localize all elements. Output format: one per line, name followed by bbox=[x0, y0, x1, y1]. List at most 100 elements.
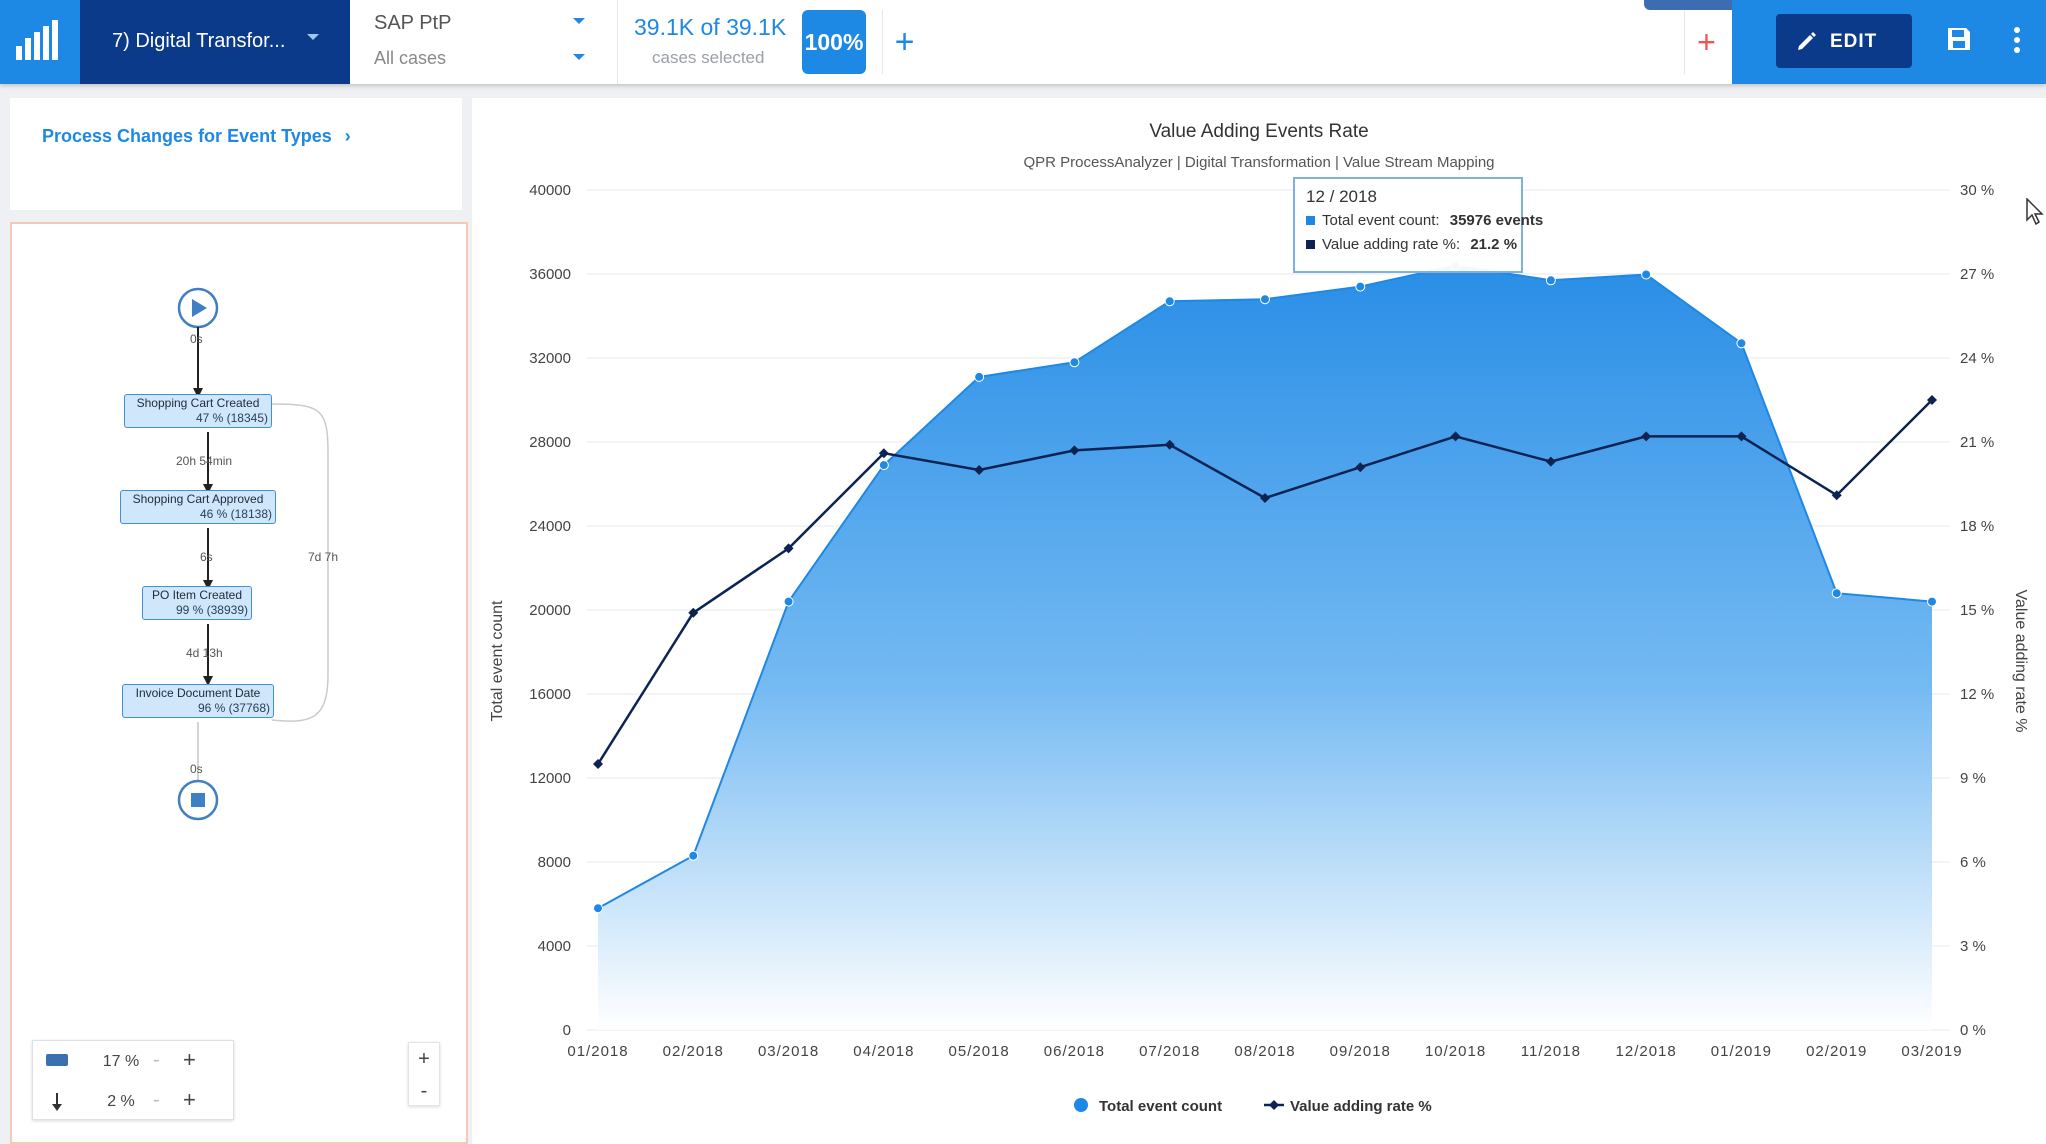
x-tick-label: 03/2018 bbox=[758, 1043, 819, 1060]
process-node[interactable]: Invoice Document Date 96 % (37768) bbox=[122, 684, 274, 718]
tooltip-value-1: 35976 events bbox=[1450, 212, 1543, 229]
y-tick-label: 12000 bbox=[529, 770, 571, 787]
filter-title: SAP PtP bbox=[374, 12, 452, 34]
edge-duration-label: 0s bbox=[190, 762, 203, 776]
y-tick-label: 28000 bbox=[529, 434, 571, 451]
paths-increase-button[interactable]: + bbox=[183, 1087, 196, 1112]
line-point[interactable] bbox=[1545, 456, 1556, 467]
line-point[interactable] bbox=[1164, 439, 1175, 450]
app-logo[interactable] bbox=[0, 0, 80, 84]
legend-item-value-adding-rate[interactable]: Value adding rate % bbox=[1264, 1098, 1432, 1115]
edge-duration-label: 4d 13h bbox=[186, 646, 223, 660]
legend-label: Total event count bbox=[1099, 1098, 1222, 1115]
area-point[interactable] bbox=[1069, 357, 1080, 368]
paths-slider[interactable]: 2 % - + bbox=[33, 1081, 233, 1121]
y-tick-label: 40000 bbox=[529, 182, 571, 199]
cases-percent-badge[interactable]: 100% bbox=[802, 10, 866, 74]
x-tick-label: 05/2018 bbox=[949, 1043, 1010, 1060]
line-point[interactable] bbox=[1831, 490, 1842, 501]
area-point[interactable] bbox=[1736, 338, 1747, 349]
paths-value: 2 % bbox=[107, 1093, 135, 1110]
area-point[interactable] bbox=[1927, 596, 1937, 607]
add-view-button[interactable]: + bbox=[1684, 10, 1728, 74]
process-map-canvas[interactable] bbox=[12, 224, 466, 1142]
area-point[interactable] bbox=[974, 371, 985, 382]
y-tick-label: 36000 bbox=[529, 266, 571, 283]
play-icon bbox=[192, 299, 207, 317]
edge-duration-label: 0s bbox=[190, 332, 203, 346]
line-point[interactable] bbox=[688, 607, 699, 618]
add-filter-button[interactable]: + bbox=[882, 10, 926, 74]
process-node[interactable]: Shopping Cart Approved 46 % (18138) bbox=[120, 490, 276, 524]
activities-decrease-button[interactable]: - bbox=[153, 1049, 160, 1071]
zoom-in-button[interactable]: + bbox=[418, 1048, 430, 1070]
filter-subtitle: All cases bbox=[374, 48, 447, 68]
paths-decrease-button[interactable]: - bbox=[153, 1089, 160, 1111]
edit-label: EDIT bbox=[1830, 31, 1878, 52]
stop-icon bbox=[191, 793, 205, 807]
process-node[interactable]: PO Item Created 99 % (38939) bbox=[142, 586, 252, 620]
activities-increase-button[interactable]: + bbox=[183, 1047, 196, 1072]
area-point[interactable] bbox=[593, 903, 603, 914]
area-point[interactable] bbox=[688, 850, 699, 861]
activities-slider[interactable]: 17 % - + bbox=[33, 1041, 233, 1081]
edit-button[interactable]: EDIT bbox=[1776, 14, 1912, 68]
line-point[interactable] bbox=[593, 759, 603, 769]
area-point[interactable] bbox=[783, 596, 794, 607]
chart-title: Value Adding Events Rate bbox=[1149, 121, 1368, 142]
pencil-icon bbox=[1798, 32, 1816, 50]
chart-tooltip: 12 / 2018 Total event count: 35976 event… bbox=[1293, 177, 1543, 273]
y2-tick-label: 6 % bbox=[1960, 854, 1986, 871]
area-point[interactable] bbox=[1641, 269, 1652, 280]
x-tick-label: 12/2018 bbox=[1616, 1043, 1677, 1060]
line-point[interactable] bbox=[1736, 431, 1747, 442]
line-point[interactable] bbox=[1355, 462, 1366, 473]
area-point[interactable] bbox=[1164, 296, 1175, 307]
y-axis-label: Total event count bbox=[489, 600, 506, 722]
line-point[interactable] bbox=[1927, 395, 1937, 405]
y2-tick-label: 18 % bbox=[1960, 518, 1994, 535]
zoom-out-button[interactable]: - bbox=[420, 1080, 428, 1102]
y2-tick-label: 15 % bbox=[1960, 602, 1994, 619]
line-point[interactable] bbox=[878, 448, 889, 459]
legend-label: Value adding rate % bbox=[1290, 1098, 1432, 1115]
line-point[interactable] bbox=[1450, 431, 1461, 442]
process-node-stat: 96 % (37768) bbox=[197, 701, 270, 715]
more-vertical-icon[interactable] bbox=[2012, 26, 2022, 54]
y-tick-label: 4000 bbox=[538, 938, 571, 955]
x-tick-label: 11/2018 bbox=[1521, 1043, 1581, 1060]
value-adding-chart[interactable]: Value Adding Events Rate QPR ProcessAnal… bbox=[472, 98, 2046, 1144]
save-icon[interactable] bbox=[1946, 26, 1972, 52]
edge-duration-label: 7d 7h bbox=[308, 550, 339, 564]
y2-tick-label: 9 % bbox=[1960, 770, 1986, 787]
chevron-down-icon[interactable] bbox=[572, 16, 586, 26]
line-point[interactable] bbox=[783, 543, 794, 554]
x-tick-label: 10/2018 bbox=[1425, 1043, 1486, 1060]
line-point[interactable] bbox=[974, 465, 985, 475]
process-map-panel[interactable]: Shopping Cart Created 47 % (18345) Shopp… bbox=[10, 222, 468, 1144]
process-node[interactable]: Shopping Cart Created 47 % (18345) bbox=[124, 394, 272, 428]
legend-item-total-event-count[interactable]: Total event count bbox=[1074, 1098, 1222, 1115]
process-changes-link[interactable]: Process Changes for Event Types › bbox=[42, 126, 351, 147]
line-point[interactable] bbox=[1260, 493, 1270, 503]
area-point[interactable] bbox=[1831, 588, 1842, 599]
area-point[interactable] bbox=[1545, 275, 1556, 286]
line-point[interactable] bbox=[1069, 445, 1080, 456]
area-point[interactable] bbox=[878, 460, 889, 471]
edge-duration-label: 6s bbox=[200, 550, 213, 564]
chevron-down-icon[interactable] bbox=[572, 52, 586, 62]
area-point[interactable] bbox=[1355, 281, 1366, 292]
filter-selector[interactable]: SAP PtP All cases bbox=[350, 0, 618, 84]
chart-panel: Value Adding Events Rate QPR ProcessAnal… bbox=[472, 98, 2046, 1144]
tooltip-label-1: Total event count: bbox=[1322, 212, 1440, 229]
area-point[interactable] bbox=[1260, 294, 1270, 305]
y-tick-label: 16000 bbox=[529, 686, 571, 703]
y2-tick-label: 27 % bbox=[1960, 266, 1994, 283]
arrow-down-icon bbox=[52, 1093, 62, 1111]
x-tick-label: 07/2018 bbox=[1139, 1043, 1200, 1060]
tooltip-value-2: 21.2 % bbox=[1470, 236, 1517, 253]
model-selector[interactable]: 7) Digital Transfor... bbox=[80, 0, 350, 84]
x-tick-label: 01/2019 bbox=[1711, 1043, 1772, 1060]
line-point[interactable] bbox=[1641, 431, 1652, 442]
tooltip-swatch-area bbox=[1306, 216, 1315, 225]
